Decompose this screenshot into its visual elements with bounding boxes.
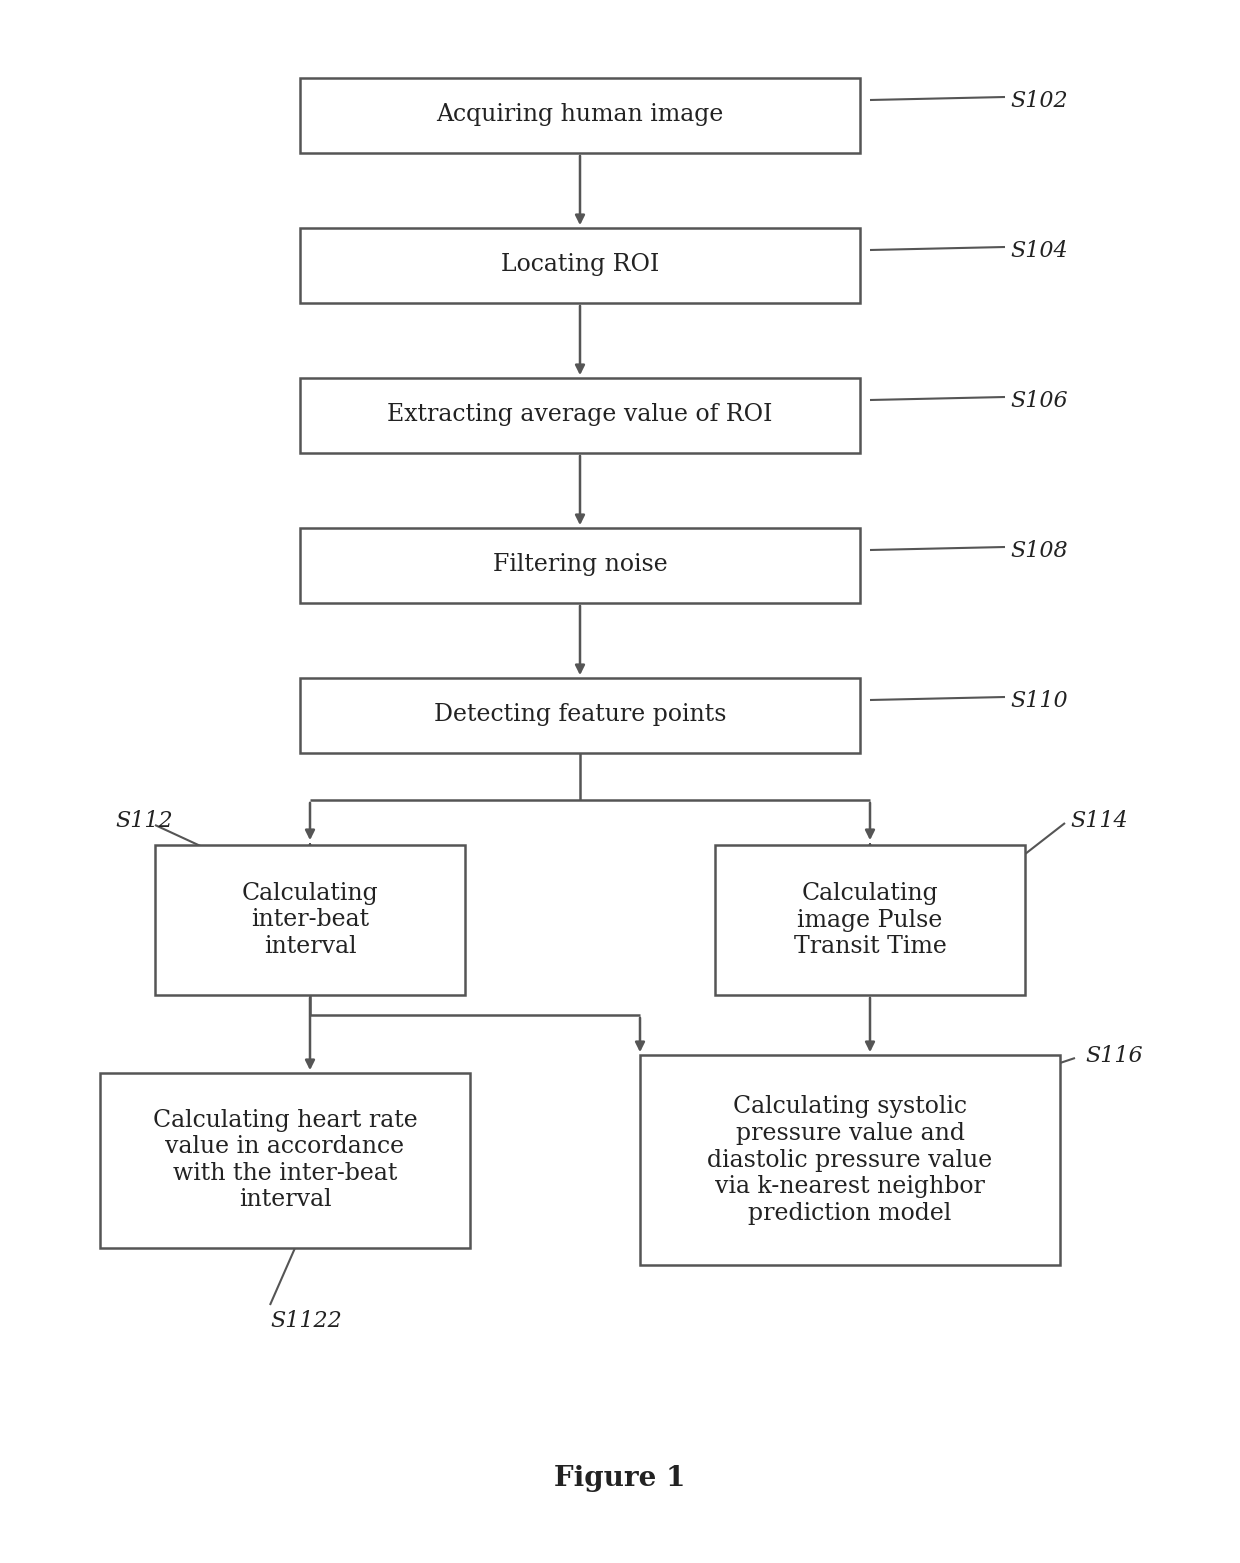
Bar <box>715 846 1025 996</box>
Text: S114: S114 <box>1070 810 1127 832</box>
Text: Calculating heart rate
value in accordance
with the inter-beat
interval: Calculating heart rate value in accordan… <box>153 1108 418 1211</box>
Text: S106: S106 <box>1011 391 1068 413</box>
Bar <box>300 78 861 153</box>
Text: S104: S104 <box>1011 241 1068 263</box>
Text: Figure 1: Figure 1 <box>554 1465 686 1491</box>
Bar <box>300 378 861 453</box>
Text: S102: S102 <box>1011 91 1068 113</box>
Text: Calculating
inter-beat
interval: Calculating inter-beat interval <box>242 882 378 958</box>
Text: Extracting average value of ROI: Extracting average value of ROI <box>387 403 773 427</box>
Bar <box>300 527 861 602</box>
Bar <box>100 1072 470 1247</box>
Text: S116: S116 <box>1085 1046 1142 1068</box>
Bar <box>300 677 861 752</box>
Text: Detecting feature points: Detecting feature points <box>434 703 727 727</box>
Text: Locating ROI: Locating ROI <box>501 253 660 277</box>
Bar <box>155 846 465 996</box>
Text: Calculating
image Pulse
Transit Time: Calculating image Pulse Transit Time <box>794 882 946 958</box>
Text: Calculating systolic
pressure value and
diastolic pressure value
via k-nearest n: Calculating systolic pressure value and … <box>707 1096 993 1225</box>
Text: S112: S112 <box>115 810 172 832</box>
Text: S108: S108 <box>1011 539 1068 563</box>
Bar <box>300 228 861 303</box>
Text: S1122: S1122 <box>270 1310 342 1332</box>
Text: Acquiring human image: Acquiring human image <box>436 103 724 127</box>
Text: S110: S110 <box>1011 689 1068 713</box>
Bar <box>640 1055 1060 1264</box>
Text: Filtering noise: Filtering noise <box>492 553 667 577</box>
